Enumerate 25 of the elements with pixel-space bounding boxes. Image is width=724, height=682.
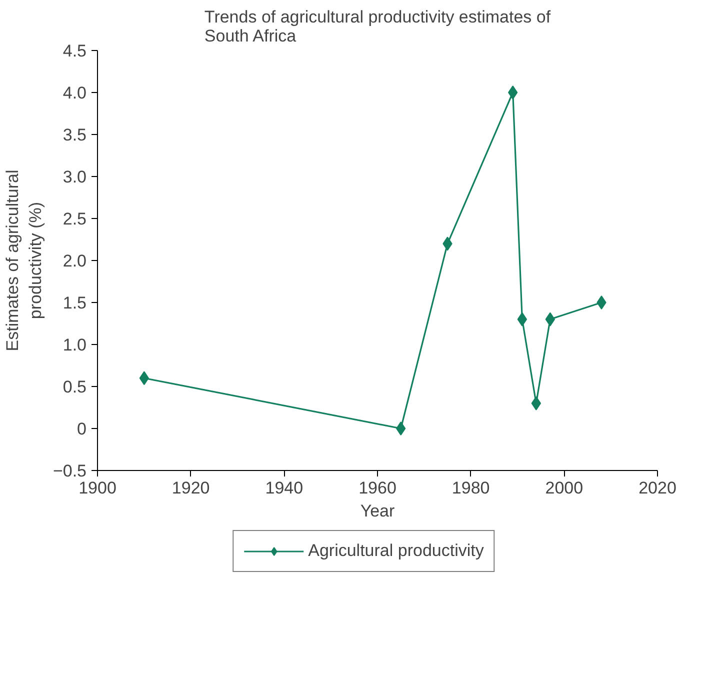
- y-axis-title: Estimates of agricultural productivity (%): [3, 170, 45, 352]
- x-tick-label: 2020: [638, 478, 676, 498]
- legend-label: Agricultural productivity: [308, 541, 484, 561]
- y-tick-label: 3.5: [62, 126, 87, 144]
- x-tick-label: 1980: [452, 478, 490, 498]
- x-axis-title: Year: [360, 502, 396, 520]
- y-tick-label: 1.5: [62, 294, 87, 312]
- x-tick-label: 1960: [358, 478, 396, 498]
- x-tick-label: 1920: [172, 478, 210, 498]
- chart-title: Trends of agricultural productivity estimates of South Africa: [204, 8, 551, 46]
- y-tick-label: 2.5: [62, 210, 87, 228]
- y-tick-label: 4.0: [62, 84, 87, 102]
- x-tick-label: 2000: [545, 478, 584, 498]
- x-tick-label: 1940: [265, 478, 304, 498]
- x-tick-label: 1900: [78, 478, 116, 498]
- y-tick-label: 1.0: [62, 336, 87, 354]
- y-tick-label: 4.5: [62, 42, 87, 60]
- y-tick-label: −0.5: [52, 462, 86, 480]
- point: [596, 296, 606, 310]
- y-tick-label: 3.0: [62, 168, 87, 186]
- point: [396, 422, 406, 436]
- y-tick-label: 2.0: [62, 252, 87, 270]
- point: [508, 86, 518, 100]
- y-tick-label: 0.5: [62, 378, 87, 396]
- y-tick-label: 0: [77, 420, 87, 438]
